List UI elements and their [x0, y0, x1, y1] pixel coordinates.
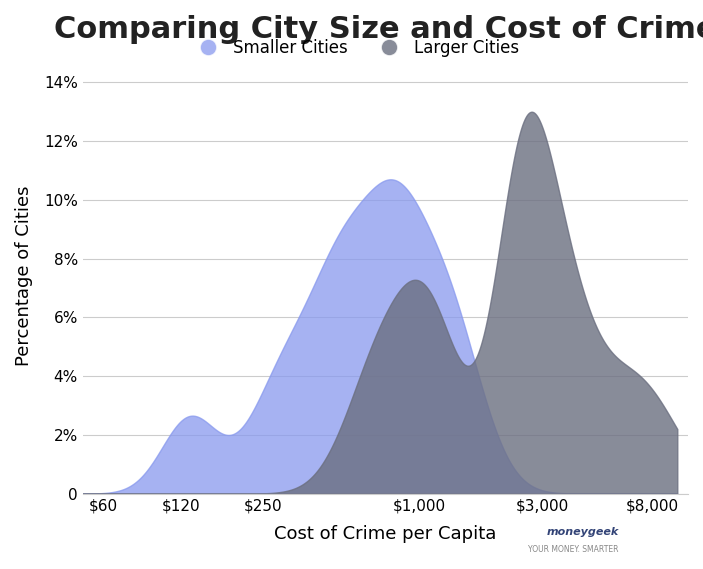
Text: moneygeek: moneygeek: [546, 527, 619, 537]
X-axis label: Cost of Crime per Capita: Cost of Crime per Capita: [274, 525, 496, 543]
Text: YOUR MONEY. SMARTER: YOUR MONEY. SMARTER: [528, 545, 619, 554]
Y-axis label: Percentage of Cities: Percentage of Cities: [15, 186, 33, 366]
Legend: Smaller Cities, Larger Cities: Smaller Cities, Larger Cities: [184, 32, 526, 64]
Title: Comparing City Size and Cost of Crime: Comparing City Size and Cost of Crime: [54, 15, 703, 44]
